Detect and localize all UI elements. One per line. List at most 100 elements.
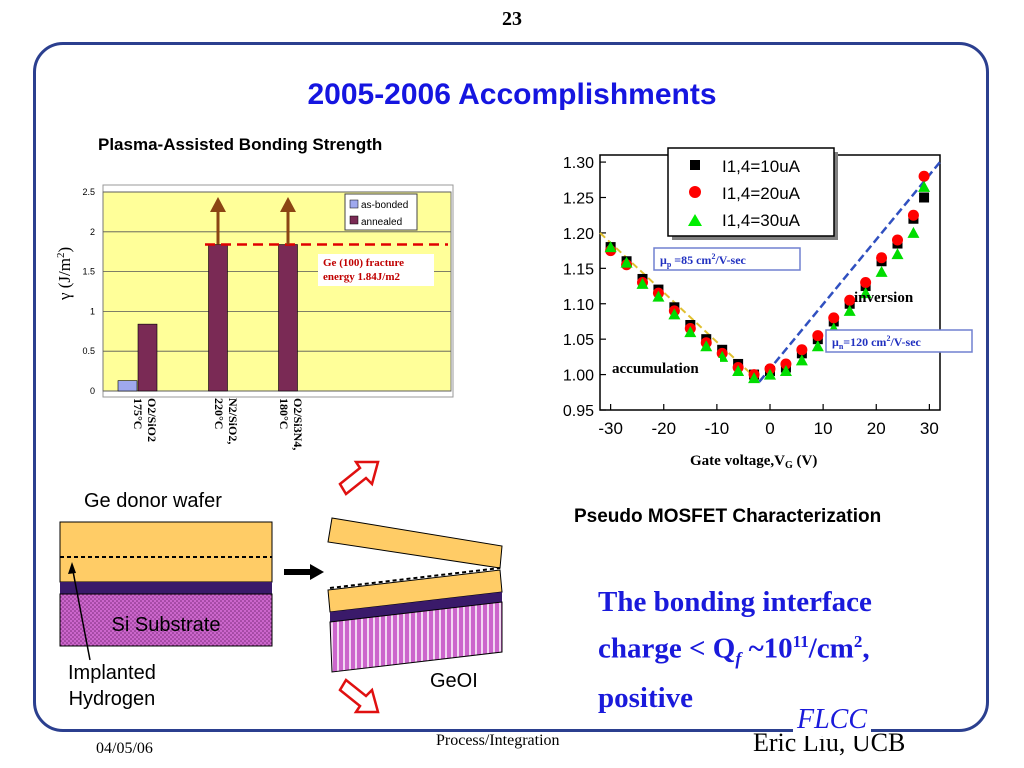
page-number: 23: [502, 8, 522, 30]
red-arrow-down: [338, 678, 380, 714]
scatter-x-tick-label: 10: [814, 419, 833, 438]
point-30ua: [811, 340, 824, 352]
bar-y-axis-label: γ (J/m2): [55, 247, 74, 301]
point-30ua: [732, 365, 745, 377]
scatter-x-tick-label: 0: [765, 419, 774, 438]
fracture-annotation-line1: Ge (100) fracture: [323, 257, 404, 269]
point-20ua: [828, 312, 840, 324]
bar-y-tick-label: 1: [90, 306, 95, 316]
point-30ua: [891, 248, 904, 260]
legend-as-bonded: as-bonded: [361, 200, 408, 211]
legend-marker-10ua: [690, 160, 700, 170]
implanted-hydrogen-label: Implanted Hydrogen: [68, 660, 156, 712]
point-20ua: [796, 344, 808, 356]
geoi-label: GeOI: [430, 670, 478, 692]
point-30ua: [700, 340, 713, 352]
geoi-oxide: [330, 592, 502, 622]
category-label-o2-sio2-line1: O2/SiO2: [145, 398, 159, 442]
category-label-o2-si3n4-line1: O2/Si3N4,: [291, 398, 305, 450]
scatter-x-tick-label: -30: [598, 419, 623, 438]
point-20ua: [812, 330, 824, 342]
implanted-label-line1: Implanted: [68, 662, 156, 684]
strength-arrow-head: [210, 197, 226, 212]
split-ge-top: [327, 517, 503, 569]
scatter-y-tick-label: 1.05: [563, 332, 594, 349]
bar-annealed: [137, 323, 158, 392]
point-30ua: [620, 256, 633, 268]
bond-chart-title: Plasma-Assisted Bonding Strength: [98, 135, 383, 154]
scatter-y-tick-label: 1.00: [563, 368, 594, 385]
point-20ua: [907, 209, 919, 221]
red-arrow-up: [338, 460, 380, 496]
geoi-cleave-line: [329, 567, 501, 589]
point-30ua: [636, 277, 649, 289]
pseudo-mosfet-caption: Pseudo MOSFET Characterization: [574, 506, 882, 527]
legend-30ua: I1,4=30uA: [722, 211, 801, 230]
point-30ua: [907, 226, 920, 238]
fracture-annotation-line2: energy 1.84J/m2: [323, 271, 400, 283]
charge-line2: charge < Qf ~1011/cm2,: [598, 632, 870, 669]
point-20ua: [780, 358, 792, 370]
category-label-o2-si3n4-line2: 180°C: [277, 398, 291, 429]
legend-marker-30ua: [688, 214, 702, 226]
bar-y-tick-label: 2: [90, 227, 95, 237]
point-30ua: [604, 241, 617, 253]
point-30ua: [748, 372, 761, 384]
legend-swatch-annealed: [349, 215, 359, 225]
si-substrate-label: Si Substrate: [112, 614, 221, 636]
legend-annealed: annealed: [361, 217, 402, 228]
mu-p-label: μp =85 cm2/V-sec: [660, 252, 747, 269]
footer-date: 04/05/06: [96, 740, 153, 757]
point-30ua: [795, 354, 808, 366]
point-30ua: [764, 368, 776, 380]
category-label-n2-sio2-line2: 220°C: [212, 398, 226, 429]
legend-10ua: I1,4=10uA: [722, 157, 801, 176]
scatter-y-tick-label: 1.15: [563, 261, 594, 278]
process-arrow-head: [310, 564, 324, 580]
flcc-logo: FLCC: [793, 704, 872, 736]
ge-donor-wafer-label: Ge donor wafer: [84, 490, 222, 512]
bar-y-tick-label: 0: [90, 386, 95, 396]
point-20ua: [876, 252, 888, 264]
scatter-x-axis-label: Gate voltage,VG (V): [690, 453, 817, 471]
mu-p-box: [653, 247, 801, 271]
category-label-n2-sio2-line1: N2/SiO2,: [226, 398, 240, 444]
mu-n-label: μn=120 cm2/V-sec: [832, 334, 922, 351]
charge-line3: positive: [598, 682, 694, 715]
bars: [117, 244, 298, 392]
point-30ua: [918, 180, 931, 192]
bar-y-tick-label: 2.5: [82, 187, 95, 197]
arrows: [210, 197, 296, 245]
scatter-x-tick-label: -10: [705, 419, 730, 438]
accumulation-label: accumulation: [612, 361, 699, 377]
point-20ua: [860, 277, 872, 288]
accumulation-label-bg: [610, 358, 720, 378]
point-30ua: [652, 290, 665, 302]
scatter-y-tick-label: 0.95: [563, 403, 594, 420]
point-20ua: [918, 170, 930, 182]
ge-donor-wafer: [59, 521, 273, 583]
legend-marker-20ua: [689, 186, 701, 198]
implant-pointer: [71, 565, 91, 661]
slide-title: 2005-2006 Accomplishments: [307, 78, 717, 111]
scatter-x-tick-label: -20: [651, 419, 676, 438]
implant-pointer-head: [68, 562, 76, 574]
scatter-x-tick-label: 20: [867, 419, 886, 438]
inversion-label: inversion: [854, 290, 914, 306]
point-30ua: [875, 265, 888, 277]
bonding-oxide: [60, 582, 272, 594]
bar-as-bonded: [117, 380, 138, 392]
slide-frame: [33, 42, 989, 732]
point-20ua: [892, 234, 903, 246]
scatter-y-tick-label: 1.30: [563, 155, 594, 172]
point-20ua: [844, 294, 856, 306]
point-30ua: [684, 326, 697, 338]
bar-y-tick-label: 1.5: [82, 267, 95, 277]
scatter-y-tick-label: 1.25: [563, 191, 594, 208]
scatter-y-tick-label: 1.10: [563, 297, 594, 314]
strength-arrow-head: [280, 197, 296, 212]
legend-20ua: I1,4=20uA: [722, 184, 801, 203]
point-30ua: [843, 304, 856, 316]
